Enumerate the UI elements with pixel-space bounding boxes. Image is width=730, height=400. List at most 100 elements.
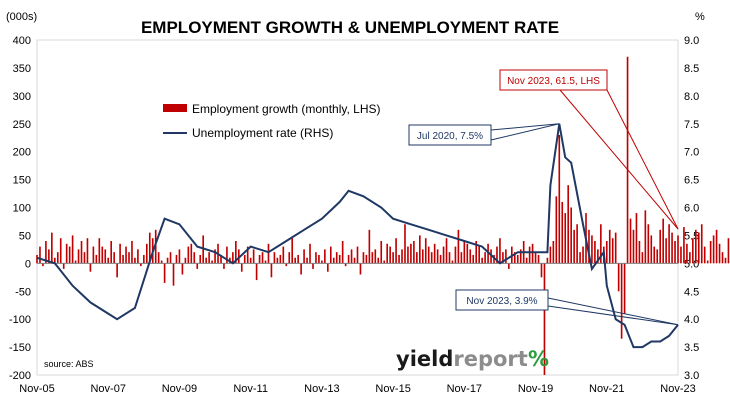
employment-bar	[401, 249, 403, 264]
annotation-label: Nov 2023, 61.5, LHS	[507, 76, 600, 87]
left-tick-label: 0	[25, 258, 31, 270]
employment-bar	[285, 263, 288, 267]
right-tick-label: 4.0	[684, 314, 699, 326]
employment-bar	[475, 241, 478, 264]
employment-bar	[416, 252, 418, 264]
employment-bar	[119, 243, 121, 264]
employment-bar	[163, 263, 166, 283]
employment-bar	[570, 207, 572, 264]
employment-bar	[389, 246, 391, 264]
employment-bar	[359, 263, 362, 275]
employment-bar	[543, 263, 546, 375]
employment-bar	[656, 249, 659, 264]
employment-bar	[410, 243, 412, 264]
employment-bar	[321, 260, 323, 264]
employment-bar	[335, 252, 338, 264]
employment-bar	[42, 263, 44, 267]
employment-bar	[128, 252, 130, 264]
annotation-leader	[559, 89, 679, 230]
employment-bar	[131, 241, 133, 264]
right-tick-label: 3.0	[684, 370, 699, 382]
employment-bar	[674, 241, 676, 264]
employment-bar	[160, 260, 163, 264]
employment-bar	[671, 232, 673, 264]
employment-bar	[647, 224, 650, 264]
employment-bar	[419, 235, 421, 264]
employment-bar	[505, 249, 507, 264]
employment-bar	[252, 249, 255, 264]
annotation-box	[499, 69, 608, 91]
employment-bar	[700, 224, 703, 264]
employment-bar	[39, 246, 41, 264]
employment-bar	[680, 246, 682, 264]
employment-bar	[433, 243, 436, 264]
x-tick-label: Nov-15	[375, 383, 410, 395]
x-tick-label: Nov-19	[518, 383, 553, 395]
employment-bar	[107, 257, 110, 264]
employment-bar	[71, 235, 74, 264]
employment-bar	[77, 249, 80, 264]
employment-bar	[226, 246, 228, 264]
employment-bar	[169, 252, 172, 264]
right-tick-label: 5.5	[684, 230, 699, 242]
employment-bar	[332, 257, 335, 264]
annotation-leader	[547, 297, 679, 326]
employment-bar	[686, 243, 688, 264]
annotation-box	[455, 289, 549, 311]
employment-bar	[45, 241, 47, 264]
employment-bar	[445, 238, 448, 264]
employment-bar	[113, 252, 115, 264]
employment-bar	[258, 254, 261, 264]
employment-bar	[279, 254, 282, 264]
left-tick-label: 200	[13, 147, 31, 159]
employment-bar	[442, 246, 445, 264]
right-tick-label: 4.5	[684, 286, 699, 298]
employment-bar	[567, 185, 570, 264]
employment-bar	[712, 235, 715, 264]
employment-bar	[324, 249, 326, 264]
employment-bar	[632, 229, 635, 264]
employment-bar	[267, 243, 270, 264]
annotation-leader	[547, 305, 679, 326]
brand-part-2: report	[453, 347, 527, 371]
employment-bar	[451, 260, 454, 264]
employment-bar	[555, 196, 558, 264]
employment-bar	[65, 243, 68, 264]
employment-bar	[626, 56, 629, 264]
x-tick-label: Nov-17	[447, 383, 482, 395]
employment-bar	[306, 257, 308, 264]
employment-bar	[220, 254, 222, 264]
employment-bar	[564, 213, 567, 264]
employment-bar	[36, 254, 38, 264]
employment-bar	[421, 249, 424, 264]
employment-bar	[721, 252, 724, 264]
employment-bar	[392, 252, 394, 264]
right-tick-label: 6.0	[684, 203, 699, 215]
employment-bar	[439, 254, 442, 264]
employment-bar	[261, 252, 264, 264]
employment-bar	[350, 249, 353, 264]
employment-bar	[424, 238, 427, 264]
right-tick-label: 9.0	[684, 35, 699, 47]
employment-bar	[199, 254, 202, 264]
left-tick-label: 400	[13, 35, 31, 47]
employment-bar	[92, 246, 95, 264]
employment-bar	[86, 238, 89, 264]
employment-bar	[608, 229, 611, 264]
brand-logo: yieldreport %	[396, 347, 549, 371]
left-tick-label: 300	[13, 91, 31, 103]
employment-bar	[502, 252, 504, 264]
employment-bar	[413, 241, 415, 264]
employment-bar	[288, 252, 291, 264]
employment-bar	[235, 241, 237, 264]
employment-bar	[187, 246, 190, 264]
employment-bar	[62, 263, 65, 269]
employment-bar	[692, 238, 694, 264]
employment-bar	[436, 249, 439, 264]
employment-bar	[83, 252, 86, 264]
employment-bar	[327, 263, 329, 272]
source-note: source: ABS	[44, 359, 94, 369]
employment-bar	[662, 218, 664, 264]
employment-bar	[276, 257, 279, 264]
